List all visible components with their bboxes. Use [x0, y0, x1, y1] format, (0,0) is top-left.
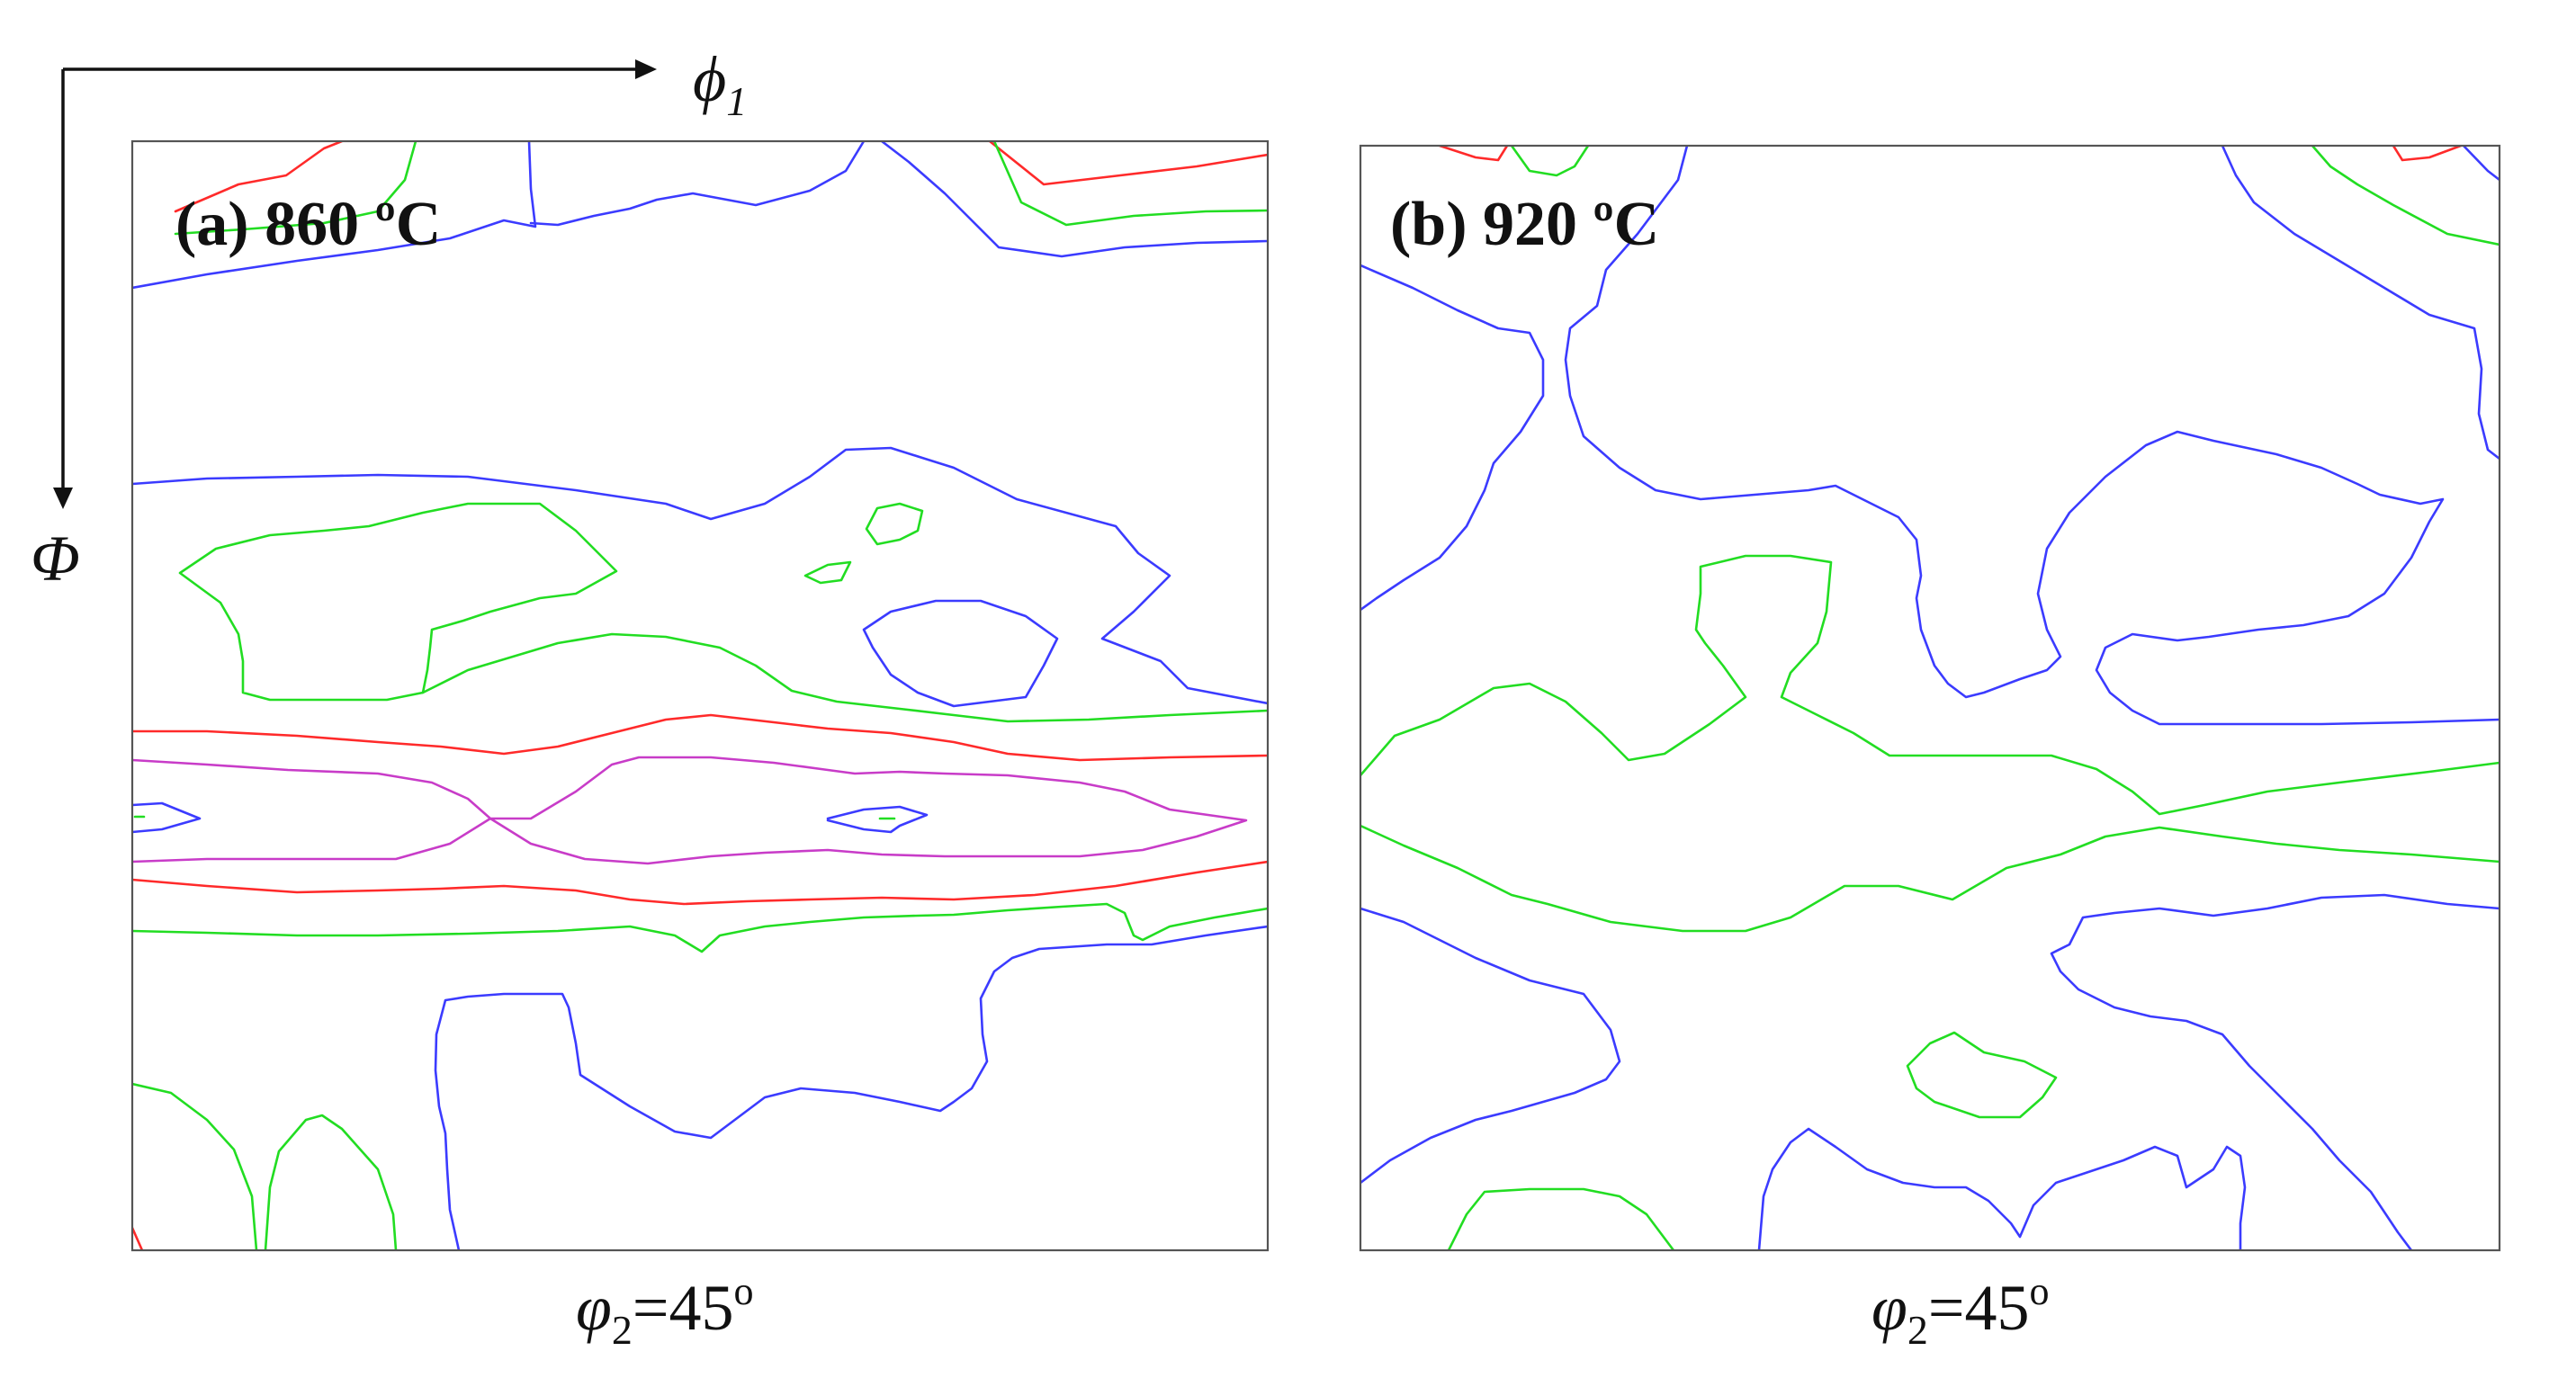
panel-a-frame — [130, 139, 1270, 1252]
phi1-axis-label: ϕ1 — [693, 43, 747, 124]
phi1-axis-arrow — [63, 59, 657, 79]
odf-contours-b — [1360, 146, 2500, 1250]
odf-contours-a — [132, 141, 1268, 1250]
phi-axis-arrow — [53, 69, 73, 509]
phi-axis-label: Φ — [31, 523, 80, 595]
panel-a-caption: φ2=45o — [576, 1269, 753, 1353]
panel-b-frame — [1359, 144, 2501, 1252]
panel-b-caption: φ2=45o — [1871, 1269, 2049, 1353]
panel-b-label: (b) 920 ºC — [1390, 190, 1659, 259]
panel-b: (b) 920 ºC φ2=45o — [1359, 144, 2501, 1353]
panel-a-label: (a) 860 ºC — [175, 190, 441, 259]
axis-indicator: ϕ1 Φ — [31, 43, 747, 595]
panel-a: (a) 860 ºC φ2=45o — [130, 139, 1270, 1353]
